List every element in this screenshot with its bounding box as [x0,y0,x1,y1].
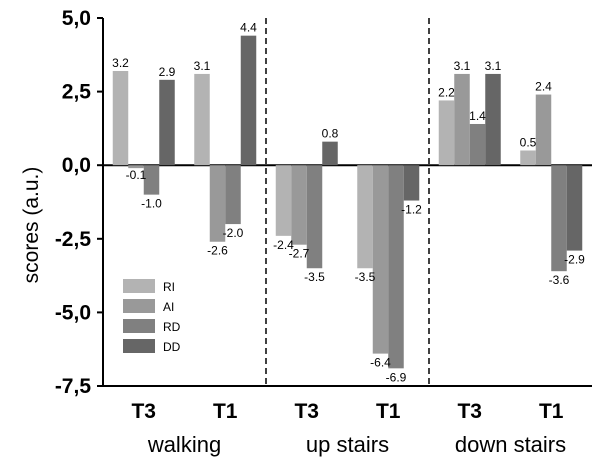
bar-RI-down-stairs-T3 [438,100,455,166]
y-tick-label: 0,0 [62,154,91,177]
data-label: -0.1 [126,168,147,182]
bar-RD-down-stairs-T1 [551,165,567,272]
x-tick-label: T3 [457,400,482,423]
x-tick-label: T1 [376,400,401,423]
data-label: 3.1 [485,59,502,73]
bar-DD-walking-T3 [159,79,175,166]
data-label: 1.4 [469,109,486,123]
y-tick-label: -2,5 [55,228,92,251]
group-label: down stairs [455,432,566,457]
x-tick-label: T1 [213,400,238,423]
bar-AI-up-stairs-T1 [372,165,389,354]
data-label: -6.9 [386,370,407,384]
bar-DD-walking-T1 [240,35,257,166]
bar-RD-up-stairs-T1 [388,165,404,369]
legend-label-AI: AI [163,300,174,314]
axes: 5,0 2,5 0,0 -2,5 -5,0 -7,5 T3 T1 walking T3 T1 up s… [55,7,592,457]
bar-RD-walking-T1 [225,165,241,225]
data-label: -2.4 [273,238,294,252]
data-label: -2.9 [564,253,585,267]
y-tick-label: 5,0 [62,7,91,30]
data-label: -2.7 [289,247,310,261]
x-tick-label: T3 [294,400,319,423]
data-label: 2.2 [438,85,455,99]
bar-AI-walking-T3 [128,165,144,169]
bar-RI-walking-T1 [194,73,210,166]
data-label: 0.8 [322,127,339,141]
bar-AI-down-stairs-T3 [454,73,470,166]
legend-label-DD: DD [163,340,181,354]
bar-DD-up-stairs-T1 [403,165,420,201]
bar-RI-walking-T3 [112,70,129,166]
data-label: -2.6 [207,244,228,258]
legend-label-RI: RI [163,280,175,294]
group-label: up stairs [306,432,389,457]
bar-RI-up-stairs-T3 [275,165,292,236]
data-label: -3.6 [549,273,570,287]
data-label: 0.5 [520,135,537,149]
data-label: 4.4 [240,21,257,35]
legend-swatch-DD [123,339,155,353]
bar-DD-up-stairs-T3 [322,141,338,166]
data-label: -1.2 [401,203,422,217]
legend-swatch-RI [123,279,155,293]
data-label: -2.0 [223,226,244,240]
bar-RI-up-stairs-T1 [357,165,373,269]
y-tick-label: -5,0 [55,301,91,324]
legend-swatch-AI [123,299,155,313]
data-label: -3.5 [355,270,376,284]
data-label: -1.0 [141,197,162,211]
bar-AI-down-stairs-T1 [535,94,552,166]
data-labels: 3.2 -0.1 -1.0 2.9 3.1 -2.6 -2.0 4.4 -2.4-2.7 -3.5… [112,21,585,385]
data-label: 3.1 [454,59,471,73]
bar-RI-down-stairs-T1 [520,150,536,166]
legend-label-RD: RD [163,320,181,334]
bar-AI-up-stairs-T3 [291,165,307,245]
legend: RI AI RD DD [123,279,181,354]
data-label: 3.2 [112,56,129,70]
bar-RD-down-stairs-T3 [469,123,486,166]
data-label: 3.1 [194,59,211,73]
bar-DD-down-stairs-T1 [566,165,583,251]
y-axis-label: scores (a.u.) [20,167,43,284]
group-label: walking [147,432,221,457]
data-label: -6.4 [370,356,391,370]
bar-DD-down-stairs-T3 [485,73,501,166]
x-tick-label: T3 [131,400,156,423]
legend-swatch-RD [123,319,155,333]
bar-RD-up-stairs-T3 [306,165,323,269]
y-tick-label: 2,5 [62,81,92,104]
data-label: 2.4 [535,80,552,94]
bar-RD-walking-T3 [143,165,160,195]
y-tick-label: -7,5 [55,375,92,398]
x-tick-label: T1 [539,400,564,423]
data-label: -3.5 [304,270,325,284]
data-label: 2.9 [159,65,176,79]
bar-AI-walking-T1 [209,165,226,242]
bars [112,35,583,369]
